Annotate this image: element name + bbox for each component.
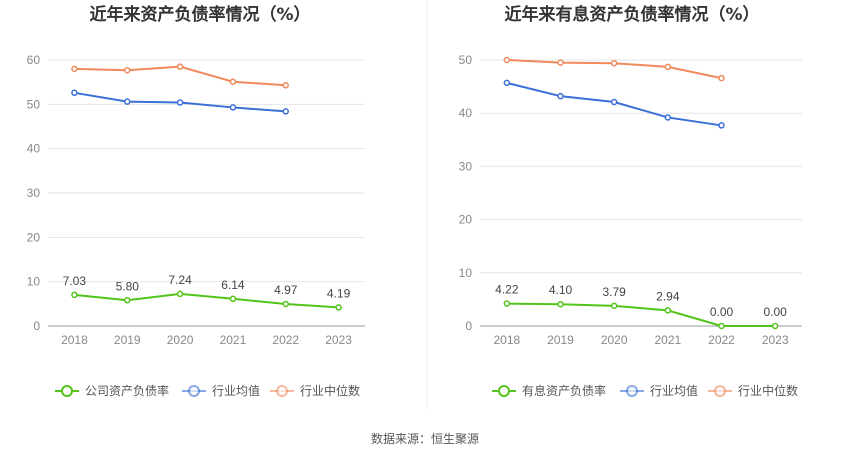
data-label: 7.03 (63, 274, 87, 288)
legend-item[interactable]: 公司资产负债率 (55, 383, 169, 398)
legend-item[interactable]: 行业均值 (182, 383, 260, 398)
data-point (282, 300, 289, 308)
legend-marker (61, 385, 73, 397)
data-point (664, 307, 672, 314)
legend-label: 行业中位数 (300, 383, 360, 398)
data-point (229, 78, 237, 85)
data-point (124, 66, 131, 74)
data-point (282, 108, 289, 115)
chart-panel-debt-ratio: 近年来资产负债率情况（%） 0 10 20 30 40 50 60 2018 2019 2020 2… (27, 4, 365, 398)
x-tick-label: 2020 (167, 333, 194, 347)
legend-label: 公司资产负债率 (85, 383, 169, 398)
data-label: 4.19 (327, 286, 351, 300)
data-point (718, 74, 725, 82)
data-point (557, 59, 564, 66)
data-point (771, 322, 779, 330)
legend-label: 行业均值 (212, 383, 260, 398)
y-tick-label: 10 (27, 275, 41, 289)
data-point (71, 291, 78, 299)
data-point (176, 290, 184, 298)
data-label: 7.24 (168, 273, 192, 287)
y-tick-label: 10 (459, 266, 473, 280)
data-point (503, 79, 511, 87)
legend-label: 行业中位数 (738, 383, 798, 398)
data-point (557, 300, 564, 308)
data-point (124, 98, 131, 105)
data-point (610, 59, 618, 67)
data-label: 2.94 (656, 289, 680, 303)
data-point (718, 322, 725, 330)
legend-item[interactable]: 有息资产负债率 (492, 383, 606, 398)
y-tick-label: 60 (27, 53, 41, 67)
series-line (506, 302, 776, 327)
data-point (664, 63, 672, 71)
legend-item[interactable]: 行业均值 (620, 383, 698, 398)
data-point (718, 122, 725, 129)
data-label: 4.97 (274, 283, 298, 297)
data-point (176, 63, 184, 70)
data-label: 3.79 (602, 285, 626, 299)
data-label: 6.14 (221, 278, 245, 292)
data-point (71, 65, 78, 73)
chart-title: 近年来有息资产负债率情况（%） (504, 4, 759, 25)
x-tick-label: 2019 (114, 333, 141, 347)
legend-marker (714, 385, 726, 397)
x-tick-label: 2022 (272, 333, 299, 347)
data-point (124, 297, 131, 304)
y-tick-label: 50 (27, 97, 41, 111)
data-point (664, 114, 672, 121)
data-point (282, 82, 289, 89)
x-tick-label: 2018 (493, 333, 520, 347)
data-label: 0.00 (763, 305, 787, 319)
legend-marker (626, 385, 638, 397)
data-point (557, 92, 564, 100)
y-tick-label: 0 (465, 319, 472, 333)
legend-marker (188, 385, 200, 397)
source-note: 数据来源：恒生聚源 (371, 431, 479, 446)
y-tick-label: 30 (27, 186, 41, 200)
data-point (229, 295, 237, 303)
legend-label: 有息资产负债率 (522, 383, 606, 398)
legend-item[interactable]: 行业中位数 (270, 383, 360, 398)
data-point (71, 89, 78, 97)
data-point (610, 98, 618, 106)
x-tick-label: 2018 (61, 333, 88, 347)
legend-marker (498, 385, 510, 397)
legend-marker (276, 385, 288, 397)
data-point (335, 304, 342, 311)
y-tick-label: 20 (27, 230, 41, 244)
x-tick-label: 2020 (601, 333, 628, 347)
y-tick-label: 50 (459, 53, 473, 67)
data-label: 5.80 (116, 279, 140, 293)
legend-item[interactable]: 行业中位数 (708, 383, 798, 398)
data-point (503, 56, 511, 64)
series-line (74, 292, 339, 309)
legend-label: 行业均值 (650, 383, 698, 398)
y-tick-label: 20 (459, 213, 473, 227)
chart-title: 近年来资产负债率情况（%） (89, 4, 310, 25)
data-label: 0.00 (710, 305, 734, 319)
x-tick-label: 2023 (325, 333, 352, 347)
y-tick-label: 40 (27, 142, 41, 156)
data-point (610, 302, 618, 310)
data-point (229, 104, 237, 111)
x-tick-label: 2019 (547, 333, 574, 347)
x-tick-label: 2021 (220, 333, 247, 347)
data-point (176, 99, 184, 106)
y-tick-label: 40 (459, 106, 473, 120)
y-tick-label: 0 (33, 319, 40, 333)
y-tick-label: 30 (459, 159, 473, 173)
x-tick-label: 2022 (708, 333, 735, 347)
data-label: 4.22 (495, 283, 519, 297)
data-label: 4.10 (549, 283, 573, 297)
x-tick-label: 2021 (654, 333, 681, 347)
x-tick-label: 2023 (762, 333, 789, 347)
data-point (503, 300, 511, 307)
chart-panel-interest-bearing-debt-ratio: 近年来有息资产负债率情况（%） 0 10 20 30 40 50 2018 2019 2020 2… (459, 4, 802, 398)
